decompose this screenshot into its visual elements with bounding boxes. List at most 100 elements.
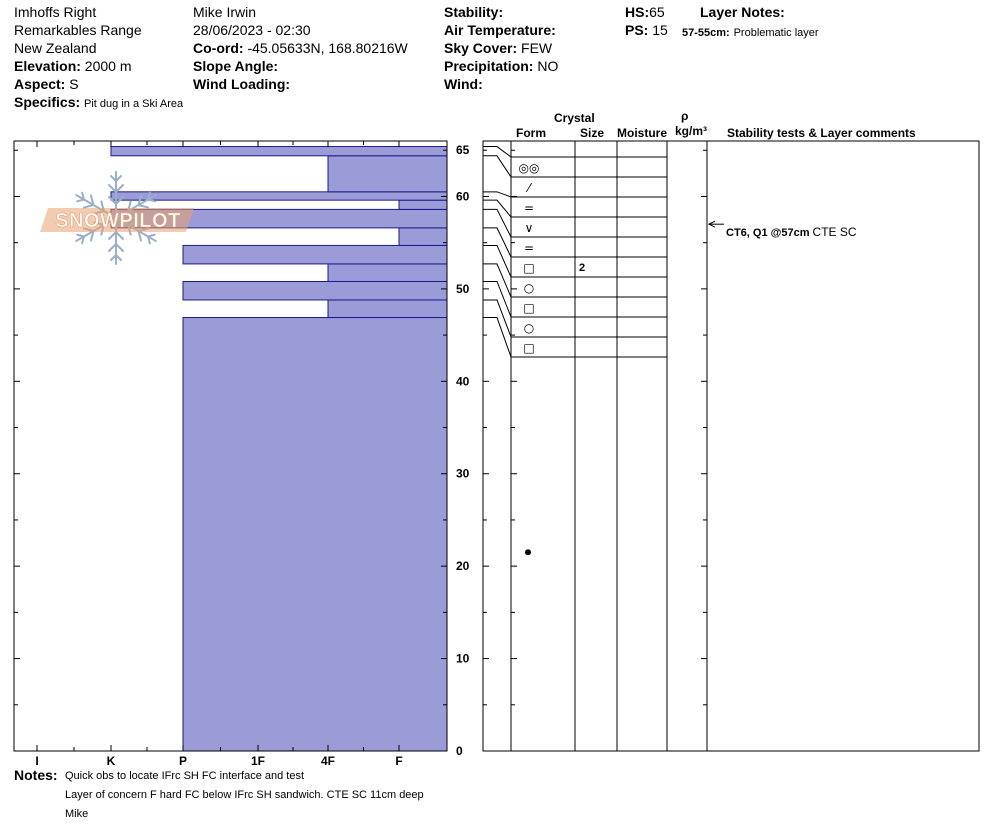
location-name: Imhoffs Right bbox=[14, 4, 97, 20]
stability-test-result: CTE SC bbox=[812, 225, 857, 239]
size-header: Size bbox=[580, 126, 605, 140]
precipitation-label: Precipitation: bbox=[444, 58, 534, 74]
specifics-value: Pit dug in a Ski Area bbox=[84, 98, 184, 110]
sky-cover-row: Sky Cover: FEW bbox=[444, 40, 552, 57]
layer-marker-dot bbox=[525, 549, 531, 556]
hardness-tick-label: 1F bbox=[251, 754, 265, 768]
crystal-form-symbol: = bbox=[524, 241, 534, 255]
hardness-tick-label: P bbox=[179, 754, 187, 768]
slope-angle-label: Slope Angle: bbox=[193, 58, 279, 74]
logo-wordmark: SNOWPILOT bbox=[55, 210, 181, 232]
hs-row: HS:65 bbox=[625, 4, 665, 21]
height-tick-label: 20 bbox=[456, 559, 470, 573]
height-tick-label: 30 bbox=[456, 467, 470, 481]
hardness-bar bbox=[110, 146, 448, 157]
wind-loading-label: Wind Loading: bbox=[193, 76, 291, 92]
aspect-row: Aspect: S bbox=[14, 76, 79, 93]
coord-label: Co-ord: bbox=[193, 40, 244, 56]
layer-connector bbox=[483, 227, 512, 258]
hardness-bar bbox=[182, 244, 448, 265]
layer-note-range: 57-55cm: bbox=[682, 27, 730, 39]
crystal-layers: ◎◎ ⁄ = ∨ = □ 2 ○ □ ○ □ bbox=[483, 146, 667, 556]
crystal-form-symbol: □ bbox=[523, 341, 534, 355]
hardness-tick-label: F bbox=[395, 754, 402, 768]
elevation-label: Elevation: bbox=[14, 58, 81, 74]
layer-note-text: Problematic layer bbox=[733, 27, 819, 39]
crystal-form-symbol: ○ bbox=[524, 281, 534, 295]
table-columns bbox=[510, 141, 708, 751]
layer-connector bbox=[483, 199, 512, 218]
elevation-row: Elevation: 2000 m bbox=[14, 58, 132, 75]
country-name: New Zealand bbox=[14, 40, 97, 56]
crystal-form-symbol: ○ bbox=[524, 321, 534, 335]
layer-connector bbox=[483, 155, 512, 178]
range-name: Remarkables Range bbox=[14, 22, 142, 38]
crystal-form-symbol: = bbox=[524, 201, 534, 215]
aspect-value: S bbox=[69, 76, 79, 92]
hardness-axis: I K P 1F 4F F bbox=[35, 141, 403, 768]
density-symbol: ρ bbox=[681, 109, 689, 123]
hs-value: 65 bbox=[649, 4, 665, 20]
hardness-bar bbox=[182, 280, 448, 301]
crystal-form-symbol: □ bbox=[523, 301, 534, 315]
layer-connector bbox=[483, 208, 512, 238]
hardness-bar bbox=[327, 263, 448, 282]
observer-name: Mike Irwin bbox=[193, 4, 257, 20]
layer-connector bbox=[483, 263, 512, 298]
layer-connector bbox=[483, 146, 512, 158]
ps-label: PS: bbox=[625, 22, 649, 38]
hardness-bar bbox=[398, 227, 448, 246]
air-temperature-label: Air Temperature: bbox=[444, 22, 556, 38]
layer-connector bbox=[483, 299, 512, 338]
precipitation-row: Precipitation: NO bbox=[444, 58, 558, 75]
notes-line-2: Layer of concern F hard FC below IFrc SH… bbox=[65, 789, 424, 801]
sky-cover-label: Sky Cover: bbox=[444, 40, 518, 56]
stability-arrow-head bbox=[707, 220, 716, 228]
stability-test-marker bbox=[707, 220, 724, 228]
height-axis: 0 10 20 30 40 50 60 65 bbox=[14, 143, 707, 758]
elevation-value: 2000 m bbox=[84, 58, 132, 74]
ps-row: PS: 15 bbox=[625, 22, 668, 39]
aspect-label: Aspect: bbox=[14, 76, 66, 92]
hardness-bar bbox=[327, 155, 448, 193]
notes-line-3: Mike bbox=[65, 808, 89, 820]
density-unit: kg/m³ bbox=[675, 124, 708, 138]
profile-table-frame bbox=[482, 140, 980, 752]
height-tick-label: 60 bbox=[456, 189, 470, 203]
specifics-label: Specifics: bbox=[14, 94, 81, 110]
observation-datetime: 28/06/2023 - 02:30 bbox=[193, 22, 311, 38]
layer-connector bbox=[483, 280, 512, 318]
crystal-header: Crystal bbox=[554, 111, 595, 125]
stability-test-row: CT6, Q1 @57cm CTE SC bbox=[726, 224, 857, 242]
hardness-bars bbox=[110, 146, 448, 752]
crystal-form-symbol: ⁄ bbox=[525, 181, 533, 195]
coord-value: -45.05633N, 168.80216W bbox=[247, 40, 408, 56]
snowpilot-logo: SNOWPILOT bbox=[38, 168, 198, 268]
sky-cover-value: FEW bbox=[521, 40, 553, 56]
hardness-bar bbox=[327, 299, 448, 319]
logo-wordmark-art: SNOWPILOT bbox=[40, 208, 194, 232]
layer-note-row: 57-55cm: Problematic layer bbox=[682, 23, 819, 42]
crystal-form-symbol: ◎◎ bbox=[519, 161, 540, 175]
hardness-bar bbox=[182, 317, 448, 752]
specifics-row: Specifics: Pit dug in a Ski Area bbox=[14, 94, 183, 113]
coord-row: Co-ord: -45.05633N, 168.80216W bbox=[193, 40, 408, 57]
hs-label: HS: bbox=[625, 4, 650, 20]
crystal-size-value: 2 bbox=[579, 262, 585, 274]
height-tick-label: 0 bbox=[456, 744, 463, 758]
layer-notes-label: Layer Notes: bbox=[700, 4, 785, 20]
moisture-header: Moisture bbox=[617, 126, 668, 140]
hardness-plot-frame bbox=[13, 140, 448, 752]
height-tick-label: 65 bbox=[456, 143, 470, 157]
stability-test-label: CT6, Q1 @57cm bbox=[726, 227, 810, 239]
layer-connector bbox=[483, 191, 512, 198]
wind-label: Wind: bbox=[444, 76, 483, 92]
height-tick-label: 10 bbox=[456, 652, 470, 666]
hardness-tick-label: I bbox=[35, 754, 38, 768]
hardness-tick-label: K bbox=[107, 754, 116, 768]
stability-label: Stability: bbox=[444, 4, 504, 20]
height-tick-label: 50 bbox=[456, 282, 470, 296]
notes-label: Notes: bbox=[14, 767, 58, 783]
hardness-tick-label: 4F bbox=[321, 754, 335, 768]
